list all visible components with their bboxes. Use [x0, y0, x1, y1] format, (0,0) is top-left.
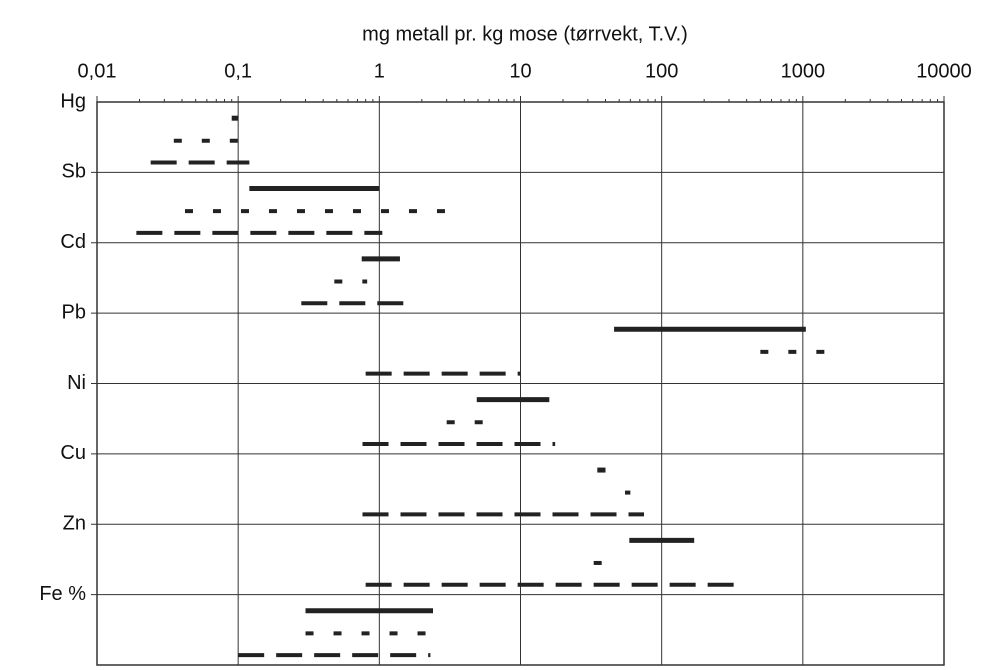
x-tick-label: 0,1	[224, 60, 252, 82]
x-tick-label: 0,01	[78, 60, 117, 82]
x-tick-label: 1000	[781, 60, 826, 82]
y-category-label: Pb	[62, 301, 86, 323]
y-category-label: Fe %	[39, 583, 86, 605]
y-category-label: Zn	[63, 513, 86, 535]
y-category-label: Sb	[62, 161, 86, 183]
y-category-label: Cd	[60, 231, 86, 253]
x-tick-label: 10	[509, 60, 531, 82]
y-category-label: Cu	[60, 442, 86, 464]
x-tick-label: 100	[645, 60, 678, 82]
y-category-label: Ni	[67, 372, 86, 394]
x-tick-label: 10000	[916, 60, 972, 82]
y-category-label: Hg	[60, 90, 86, 112]
x-tick-label: 1	[374, 60, 385, 82]
chart-title: mg metall pr. kg mose (tørrvekt, T.V.)	[362, 23, 688, 45]
